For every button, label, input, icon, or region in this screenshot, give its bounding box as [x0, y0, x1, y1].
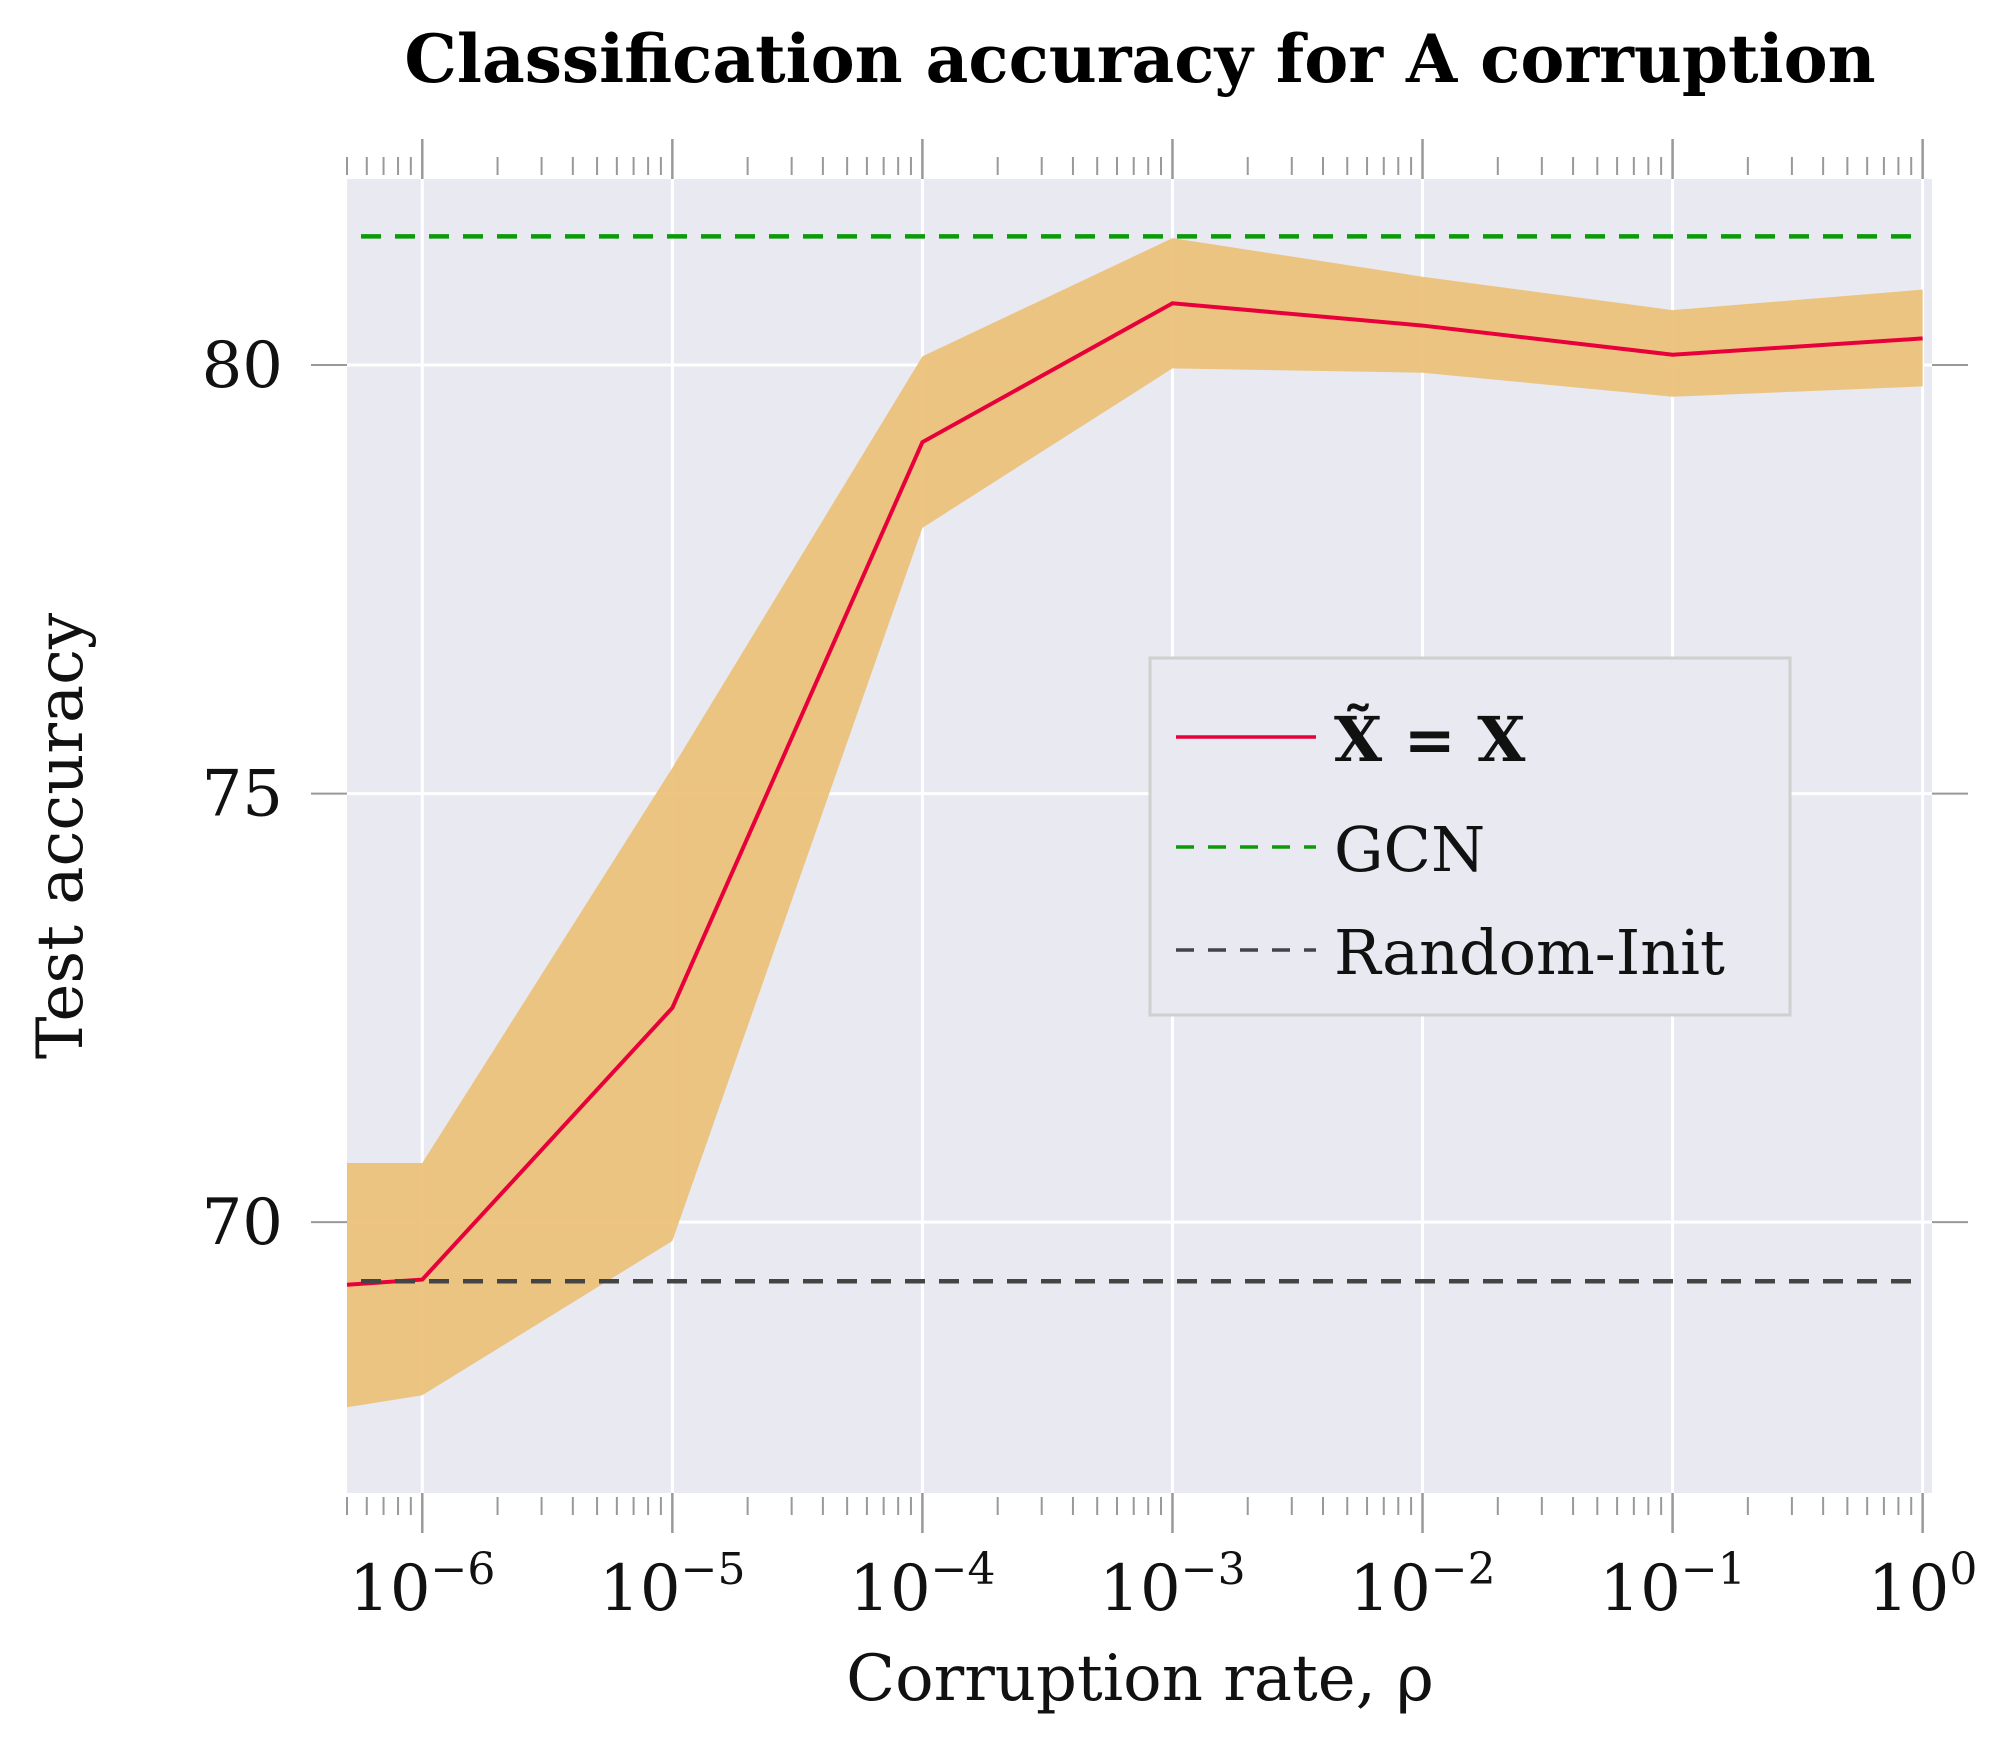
- x-tick-label: 10−1: [1599, 1544, 1745, 1626]
- x-tick-label: 10−4: [849, 1544, 995, 1626]
- confidence-band: [347, 238, 1923, 1408]
- ticks: 10−6 10−5 10−4 10−3 10−2 10−1 100 70 75 80: [202, 139, 1977, 1626]
- series-line: [346, 301, 1923, 1287]
- y-tick-label: 70: [202, 1186, 283, 1260]
- x-tick-label: 100: [1868, 1544, 1977, 1626]
- chart-title: Classification accuracy for A corruption: [404, 20, 1875, 98]
- series-marks: [346, 234, 1923, 1408]
- y-tick-label: 80: [202, 329, 283, 403]
- legend-label: GCN: [1334, 813, 1485, 886]
- legend: X̃ = X GCN Random-Init: [1148, 656, 1792, 1017]
- y-axis-label: Test accuracy: [24, 613, 98, 1059]
- x-tick-label: 10−6: [349, 1544, 495, 1626]
- legend-label: Random-Init: [1334, 916, 1725, 989]
- legend-box: [1148, 656, 1792, 1017]
- x-axis-label: Corruption rate, ρ: [846, 1642, 1434, 1716]
- legend-label: X̃ = X: [1334, 703, 1526, 776]
- x-tick-label: 10−5: [599, 1544, 745, 1626]
- x-tick-label: 10−3: [1099, 1544, 1245, 1626]
- y-tick-label: 75: [202, 758, 283, 832]
- x-tick-label: 10−2: [1349, 1544, 1495, 1626]
